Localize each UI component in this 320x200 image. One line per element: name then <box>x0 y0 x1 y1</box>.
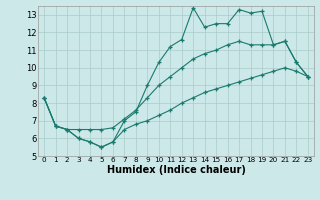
X-axis label: Humidex (Indice chaleur): Humidex (Indice chaleur) <box>107 165 245 175</box>
